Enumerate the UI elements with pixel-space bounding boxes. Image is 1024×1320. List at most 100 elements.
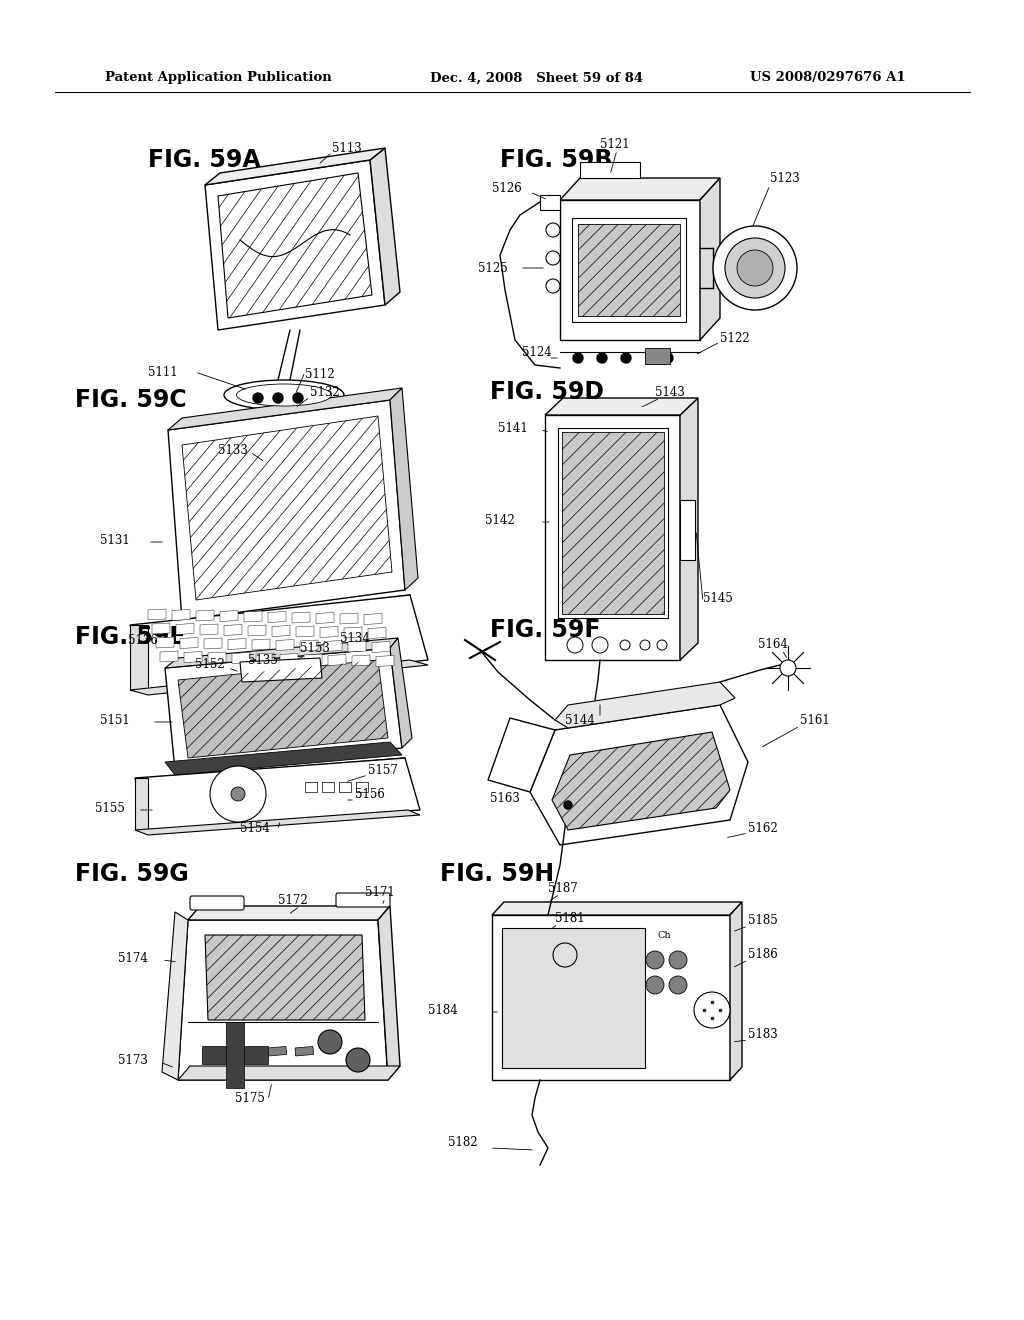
Polygon shape [240,657,322,682]
Polygon shape [324,640,342,652]
Polygon shape [188,906,390,920]
Polygon shape [368,627,386,639]
Polygon shape [178,920,388,1080]
Polygon shape [176,623,194,635]
Circle shape [725,238,785,298]
Text: 5132: 5132 [310,385,340,399]
Polygon shape [680,399,698,660]
Text: 5121: 5121 [600,139,630,152]
Polygon shape [376,656,394,667]
Polygon shape [130,660,428,696]
Text: 5144: 5144 [565,714,595,726]
Polygon shape [580,162,640,178]
Polygon shape [276,639,294,651]
Polygon shape [364,614,382,624]
Polygon shape [300,640,318,651]
Text: 5111: 5111 [148,366,177,379]
Polygon shape [130,624,148,690]
Text: 5186: 5186 [748,949,778,961]
Text: 5112: 5112 [305,368,335,381]
Text: 5154: 5154 [240,821,270,834]
Text: FIG. 59E: FIG. 59E [75,624,185,649]
Text: FIG. 59C: FIG. 59C [75,388,186,412]
Polygon shape [168,388,402,430]
Text: 5161: 5161 [800,714,829,726]
Polygon shape [205,148,385,185]
Circle shape [646,950,664,969]
Polygon shape [135,810,420,836]
Text: 5172: 5172 [278,894,308,907]
Text: FIG. 59G: FIG. 59G [75,862,188,886]
Bar [339,781,351,792]
Bar [322,781,334,792]
Polygon shape [178,660,388,758]
Polygon shape [560,201,700,341]
Polygon shape [502,928,645,1068]
Text: 5113: 5113 [332,141,361,154]
Text: 5133: 5133 [218,444,248,457]
Polygon shape [348,642,366,652]
Polygon shape [165,638,398,668]
Text: 5126: 5126 [492,181,522,194]
Text: 5175: 5175 [234,1092,265,1105]
Polygon shape [540,195,560,210]
Circle shape [657,640,667,649]
Polygon shape [555,682,735,729]
Text: 5153: 5153 [300,642,330,655]
Polygon shape [168,400,406,620]
Polygon shape [572,218,686,322]
Text: 5156: 5156 [355,788,385,801]
Circle shape [318,1030,342,1053]
Circle shape [620,640,630,649]
Text: 5185: 5185 [748,913,778,927]
Text: 5157: 5157 [368,763,398,776]
Polygon shape [172,610,190,620]
Polygon shape [730,902,742,1080]
Bar [226,1022,244,1088]
Circle shape [573,352,583,363]
Text: 5125: 5125 [478,261,508,275]
Text: 5181: 5181 [555,912,585,924]
Polygon shape [578,224,680,315]
Polygon shape [165,742,402,775]
Polygon shape [488,718,555,792]
Circle shape [546,279,560,293]
Polygon shape [208,652,226,663]
Text: Ch: Ch [658,931,672,940]
Polygon shape [552,733,730,830]
Polygon shape [248,624,266,636]
Bar [295,1047,313,1056]
Text: 5145: 5145 [703,591,733,605]
Circle shape [713,226,797,310]
Text: 5162: 5162 [748,821,778,834]
Polygon shape [204,638,222,649]
Polygon shape [530,705,748,845]
Polygon shape [184,652,202,663]
Polygon shape [296,626,314,638]
Text: FIG. 59D: FIG. 59D [490,380,604,404]
Text: US 2008/0297676 A1: US 2008/0297676 A1 [750,71,905,84]
Circle shape [669,975,687,994]
Text: 5141: 5141 [498,421,527,434]
Polygon shape [280,653,298,664]
Bar [305,781,317,792]
Circle shape [210,766,266,822]
Polygon shape [135,758,420,830]
Circle shape [567,638,583,653]
Text: 5155: 5155 [95,801,125,814]
Polygon shape [148,609,166,620]
Text: 5135: 5135 [248,653,278,667]
Circle shape [231,787,245,801]
Bar [268,1047,287,1056]
Polygon shape [224,624,242,635]
Polygon shape [545,399,698,414]
Polygon shape [165,648,402,770]
Polygon shape [370,148,400,305]
Polygon shape [545,414,680,660]
Polygon shape [200,624,218,635]
Polygon shape [316,612,334,623]
Text: 5122: 5122 [720,331,750,345]
Circle shape [592,638,608,653]
Polygon shape [562,432,664,614]
Circle shape [293,393,303,403]
